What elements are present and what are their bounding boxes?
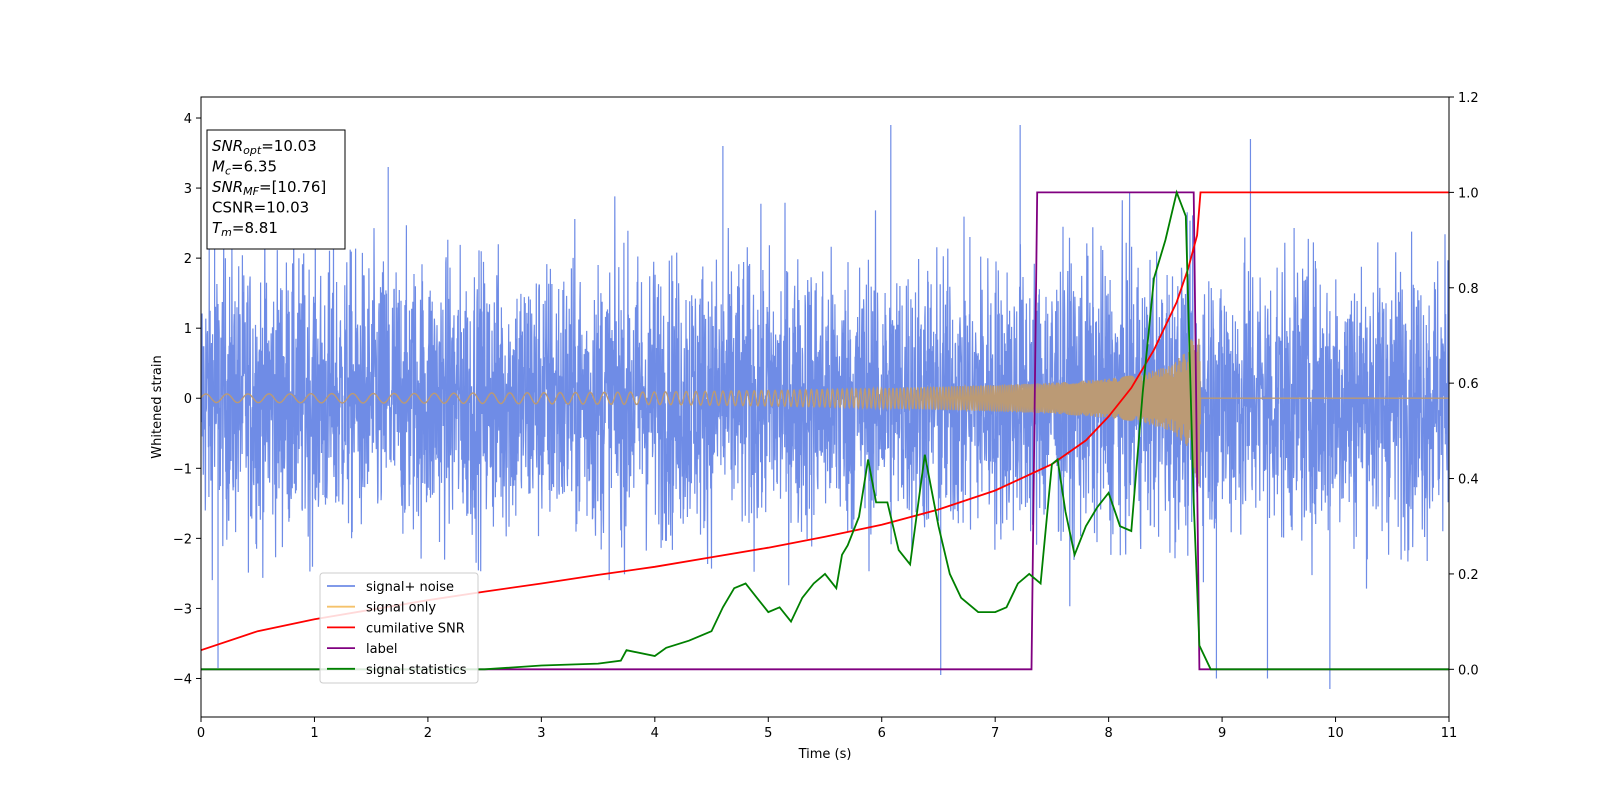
info-line: CSNR=10.03 [212, 199, 309, 217]
y-left-tick-label: 4 [184, 112, 192, 127]
x-tick-label: 2 [424, 726, 432, 741]
plot-frame [200, 96, 1450, 718]
x-tick-label: 0 [197, 726, 205, 741]
info-line: SNRMF=[10.76] [212, 178, 326, 198]
x-tick-label: 8 [1104, 726, 1112, 741]
y-right-tick-label: 0.4 [1458, 473, 1479, 488]
x-tick-label: 1 [310, 726, 318, 741]
y-right-tick-label: 0.6 [1458, 377, 1479, 392]
y-axis-left: −4 −3 −2 −1 0 1 2 3 4 [173, 112, 201, 687]
y-left-tick-label: 2 [184, 252, 192, 267]
legend-label: signal+ noise [366, 580, 454, 595]
series-layer [201, 125, 1449, 689]
y-left-tick-label: 1 [184, 322, 192, 337]
x-tick-label: 5 [764, 726, 772, 741]
y-right-tick-label: 0.8 [1458, 282, 1479, 297]
y-left-tick-label: −1 [173, 462, 192, 477]
info-line: Mc=6.35 [212, 158, 277, 178]
info-line: SNRopt=10.03 [212, 137, 317, 157]
series-signal-noise [201, 192, 1449, 607]
info-line: Tm=8.81 [212, 219, 278, 239]
y-right-tick-label: 1.2 [1458, 91, 1479, 106]
x-tick-label: 3 [537, 726, 545, 741]
legend-label: label [366, 642, 397, 657]
y-left-tick-label: −2 [173, 532, 192, 547]
x-tick-label: 11 [1441, 726, 1458, 741]
legend: signal+ noise signal only cumilative SNR la… [319, 572, 479, 684]
legend-label: signal statistics [366, 663, 467, 678]
y-left-tick-label: −3 [173, 602, 192, 617]
x-tick-label: 4 [651, 726, 659, 741]
x-tick-label: 10 [1327, 726, 1344, 741]
x-tick-label: 9 [1218, 726, 1226, 741]
legend-label: cumilative SNR [366, 621, 465, 636]
legend-frame [319, 572, 479, 684]
y-right-tick-label: 0.0 [1458, 663, 1479, 678]
y-left-tick-label: −4 [173, 672, 192, 687]
y-axis-right: 0.0 0.2 0.4 0.6 0.8 1.0 1.2 [1449, 91, 1479, 678]
y-left-tick-label: 0 [184, 392, 192, 407]
y-right-tick-label: 0.2 [1458, 568, 1479, 583]
info-box-frame [206, 129, 346, 250]
y-axis-label: Whitened strain [150, 355, 165, 458]
x-axis: 0 1 2 3 4 5 6 7 8 9 10 11 [197, 717, 1457, 741]
series-signal-statistics [201, 189, 1449, 671]
y-right-tick-label: 1.0 [1458, 186, 1479, 201]
x-tick-label: 7 [991, 726, 999, 741]
x-tick-label: 6 [878, 726, 886, 741]
info-box: SNRopt=10.03Mc=6.35SNRMF=[10.76]CSNR=10.… [206, 129, 346, 250]
y-left-tick-label: 3 [184, 182, 192, 197]
x-axis-label: Time (s) [798, 747, 852, 762]
legend-label: signal only [366, 601, 436, 616]
